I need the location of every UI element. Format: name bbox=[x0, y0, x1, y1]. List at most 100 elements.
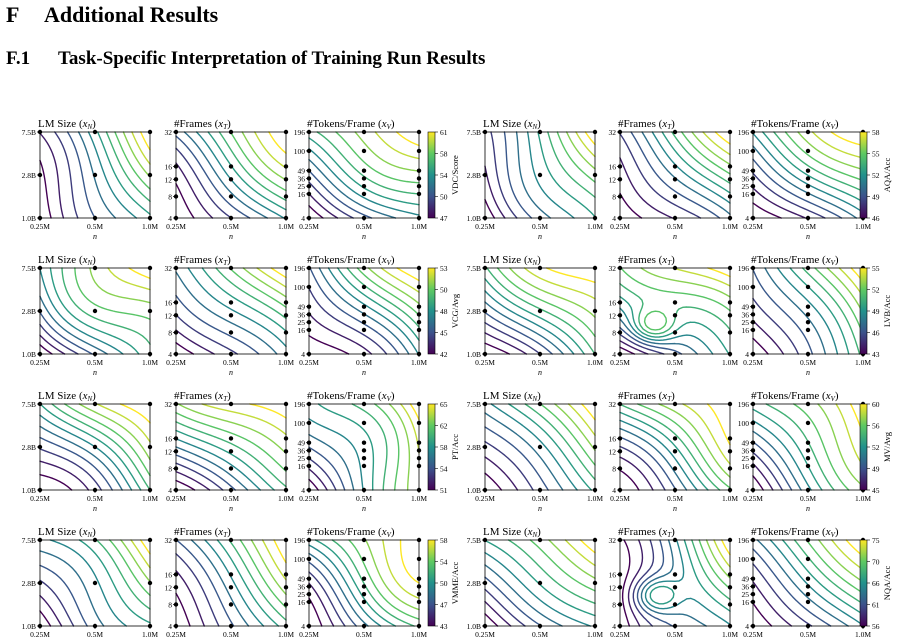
panel-title-tokens: #Tokens/Frame (xV) bbox=[307, 390, 395, 403]
colorbar: 42 45 48 50 53 VCG/Avg bbox=[427, 264, 460, 359]
contour-line bbox=[110, 540, 150, 595]
contour-line bbox=[176, 343, 193, 354]
run-point bbox=[283, 177, 289, 182]
contour-line bbox=[366, 540, 419, 610]
y-tick-label: 12 bbox=[609, 583, 617, 592]
contour-panel-frames: 4 8 12 16 32 0.25M 0.5M 1.0M n bbox=[609, 264, 739, 377]
contour-line bbox=[315, 540, 395, 626]
contour-line bbox=[176, 554, 219, 626]
panel-title-tokens: #Tokens/Frame (xV) bbox=[751, 254, 839, 267]
run-point bbox=[228, 537, 234, 543]
panel-title-lm: LM Size (xN) bbox=[483, 254, 541, 267]
contour-line bbox=[708, 268, 730, 277]
contour-line bbox=[191, 540, 248, 626]
colorbar-tick-label: 61 bbox=[872, 601, 880, 610]
y-tick-label: 1.0B bbox=[467, 622, 481, 631]
run-point bbox=[92, 129, 98, 135]
x-tick-label: 1.0M bbox=[587, 222, 603, 231]
y-tick-label: 8 bbox=[612, 465, 616, 474]
run-point bbox=[537, 444, 543, 450]
run-point bbox=[805, 584, 811, 589]
y-tick-label: 2.8B bbox=[467, 171, 481, 180]
contour-panel-frames: 4 8 12 16 32 0.25M 0.5M 1.0M n bbox=[165, 128, 295, 241]
run-point bbox=[727, 300, 733, 305]
colorbar-tick-label: 65 bbox=[440, 400, 448, 409]
run-point bbox=[92, 537, 98, 543]
x-tick-label: 1.0M bbox=[278, 358, 294, 367]
y-tick-label: 16 bbox=[165, 162, 173, 171]
run-point bbox=[672, 585, 678, 590]
run-point bbox=[416, 148, 422, 154]
contour-panel-lm: 1.0B 2.8B 7.5B 0.25M 0.5M 1.0M n bbox=[467, 400, 604, 513]
contour-line bbox=[485, 312, 552, 354]
run-point bbox=[147, 537, 153, 543]
y-tick-label: 1.0B bbox=[22, 622, 36, 631]
contour-line bbox=[309, 545, 381, 626]
contour-line bbox=[620, 437, 676, 490]
contour-line bbox=[620, 328, 682, 354]
x-tick-label: 0.25M bbox=[743, 358, 763, 367]
run-point bbox=[416, 556, 422, 562]
contour-line bbox=[485, 333, 526, 354]
run-point bbox=[147, 172, 153, 178]
run-point bbox=[283, 602, 289, 607]
panel-title-frames: #Frames (xT) bbox=[174, 118, 231, 131]
y-tick-label: 36 bbox=[742, 174, 750, 183]
x-tick-label: 1.0M bbox=[278, 630, 294, 639]
run-point bbox=[805, 168, 811, 173]
y-tick-label: 2.8B bbox=[22, 307, 36, 316]
y-tick-label: 12 bbox=[165, 583, 173, 592]
run-point bbox=[283, 194, 289, 199]
contour-line bbox=[176, 272, 277, 354]
panel-frame bbox=[619, 403, 731, 491]
contour-line bbox=[642, 132, 730, 214]
y-tick-label: 1.0B bbox=[467, 350, 481, 359]
y-tick-label: 4 bbox=[301, 350, 305, 359]
x-tick-label: 0.5M bbox=[800, 494, 816, 503]
y-tick-label: 36 bbox=[298, 582, 306, 591]
contour-line bbox=[548, 132, 595, 197]
x-tick-label: 1.0M bbox=[855, 358, 871, 367]
run-point bbox=[672, 572, 678, 577]
x-axis-label: n bbox=[362, 504, 366, 513]
run-point bbox=[228, 449, 234, 454]
contour-line bbox=[97, 540, 150, 609]
x-axis-label: n bbox=[538, 504, 542, 513]
x-tick-label: 0.25M bbox=[475, 222, 495, 231]
y-tick-label: 8 bbox=[168, 465, 172, 474]
colorbar-tick-label: 45 bbox=[872, 486, 880, 495]
x-tick-label: 0.25M bbox=[30, 630, 50, 639]
y-tick-label: 16 bbox=[742, 190, 750, 199]
colorbar-tick-label: 58 bbox=[440, 536, 448, 545]
contour-line bbox=[176, 148, 231, 218]
panel-title-frames: #Frames (xT) bbox=[174, 254, 231, 267]
contour-line bbox=[509, 540, 595, 603]
x-tick-label: 1.0M bbox=[142, 630, 158, 639]
colorbar: 51 54 58 62 65 PT/Acc bbox=[427, 400, 460, 495]
contour-line bbox=[230, 268, 286, 307]
contour-line bbox=[620, 308, 713, 354]
contour-line bbox=[682, 132, 730, 174]
run-point bbox=[361, 304, 367, 309]
contour-line bbox=[250, 404, 286, 418]
y-tick-label: 16 bbox=[609, 298, 617, 307]
contour-line bbox=[50, 268, 138, 354]
contour-line bbox=[40, 404, 141, 490]
x-axis-label: n bbox=[93, 232, 97, 241]
x-axis-label: n bbox=[806, 368, 810, 377]
contour-panel-frames: 4 8 12 16 32 0.25M 0.5M 1.0M n bbox=[165, 400, 295, 513]
panel-title-lm: LM Size (xN) bbox=[483, 118, 541, 131]
run-point bbox=[805, 191, 811, 197]
x-tick-label: 0.25M bbox=[743, 222, 763, 231]
y-tick-label: 196 bbox=[738, 128, 750, 137]
contour-line bbox=[176, 571, 204, 626]
colorbar-tick-label: 43 bbox=[872, 350, 880, 359]
contour-line bbox=[115, 132, 150, 189]
run-point bbox=[805, 312, 811, 317]
contour-line bbox=[40, 475, 72, 490]
contour-line bbox=[623, 540, 630, 626]
contour-line bbox=[208, 132, 286, 210]
y-tick-label: 8 bbox=[168, 329, 172, 338]
contour-line bbox=[309, 419, 363, 490]
contour-line bbox=[309, 194, 338, 218]
